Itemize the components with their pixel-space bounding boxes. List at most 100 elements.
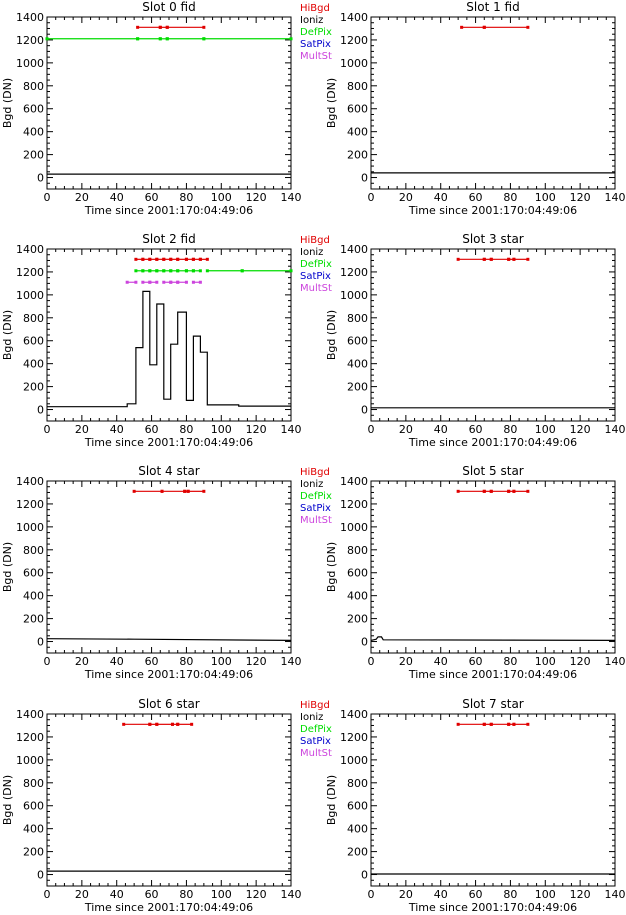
flag-marker-defpix <box>148 269 152 273</box>
flag-marker-hibgd <box>190 722 194 726</box>
legend-hibgd: HiBgd <box>300 467 330 478</box>
x-axis-label: Time since 2001:170:04:49:06 <box>408 204 577 217</box>
y-tick-label: 1000 <box>16 289 44 302</box>
y-tick-label: 800 <box>23 312 44 325</box>
flag-marker-hibgd <box>482 489 486 493</box>
y-tick-label: 600 <box>347 567 368 580</box>
y-tick-label: 1200 <box>16 498 44 511</box>
flag-marker-hibgd <box>482 25 486 29</box>
x-tick-label: 0 <box>368 888 375 901</box>
x-tick-label: 100 <box>211 655 232 668</box>
flag-marker-hibgd <box>456 257 460 261</box>
y-tick-label: 600 <box>347 103 368 116</box>
y-tick-label: 0 <box>361 404 368 417</box>
x-tick-label: 40 <box>110 191 124 204</box>
legend-hibgd: HiBgd <box>300 700 330 711</box>
flag-marker-hibgd <box>489 489 493 493</box>
x-tick-label: 140 <box>605 655 626 668</box>
flag-marker-hibgd <box>160 489 164 493</box>
background-series-line <box>47 290 291 408</box>
flag-marker-defpix <box>45 37 49 41</box>
plot-frame <box>46 480 292 654</box>
flag-marker-defpix <box>184 269 188 273</box>
flag-marker-hibgd <box>136 25 140 29</box>
flag-marker-multst <box>141 280 145 284</box>
y-axis-label: Bgd (DN) <box>325 310 338 360</box>
x-tick-label: 120 <box>570 423 591 436</box>
flag-marker-multst <box>134 280 138 284</box>
x-tick-label: 120 <box>246 888 267 901</box>
x-tick-label: 40 <box>434 423 448 436</box>
plot-frame <box>370 248 616 422</box>
flag-marker-hibgd <box>148 722 152 726</box>
flag-marker-hibgd <box>482 257 486 261</box>
x-tick-label: 100 <box>211 888 232 901</box>
x-tick-label: 40 <box>434 655 448 668</box>
background-series-line <box>370 636 616 641</box>
flag-marker-defpix <box>176 269 180 273</box>
y-tick-label: 0 <box>361 172 368 185</box>
legend-satpix: SatPix <box>300 503 331 514</box>
plot-frame <box>46 248 292 422</box>
y-tick-label: 600 <box>23 567 44 580</box>
y-axis-label: Bgd (DN) <box>1 78 14 128</box>
flag-marker-hibgd <box>526 257 530 261</box>
x-axis-label: Time since 2001:170:04:49:06 <box>84 901 253 914</box>
y-tick-label: 400 <box>23 590 44 603</box>
flag-marker-multst <box>155 280 159 284</box>
y-tick-label: 1200 <box>16 34 44 47</box>
y-tick-label: 0 <box>361 636 368 649</box>
flag-marker-hibgd <box>165 25 169 29</box>
y-tick-label: 1200 <box>340 266 368 279</box>
y-tick-label: 0 <box>37 172 44 185</box>
x-tick-label: 60 <box>469 888 483 901</box>
chart-title: Slot 4 star <box>138 464 200 478</box>
y-tick-label: 400 <box>23 358 44 371</box>
flag-marker-hibgd <box>507 489 511 493</box>
y-tick-label: 600 <box>347 800 368 813</box>
flag-marker-multst <box>184 280 188 284</box>
y-tick-label: 600 <box>23 103 44 116</box>
y-tick-label: 1000 <box>340 289 368 302</box>
y-tick-label: 400 <box>347 126 368 139</box>
flag-marker-defpix <box>202 37 206 41</box>
y-axis-label: Bgd (DN) <box>1 310 14 360</box>
y-tick-label: 1400 <box>16 475 44 488</box>
x-tick-label: 20 <box>75 655 89 668</box>
x-tick-label: 140 <box>281 423 302 436</box>
flag-marker-defpix <box>169 269 173 273</box>
y-tick-label: 1000 <box>16 754 44 767</box>
flag-marker-hibgd <box>155 722 159 726</box>
flag-marker-hibgd <box>122 722 126 726</box>
flag-marker-hibgd <box>155 257 159 261</box>
x-tick-label: 40 <box>110 655 124 668</box>
x-tick-label: 140 <box>605 191 626 204</box>
y-tick-label: 1000 <box>340 521 368 534</box>
flag-marker-hibgd <box>191 257 195 261</box>
flag-marker-multst <box>191 280 195 284</box>
x-tick-label: 20 <box>399 655 413 668</box>
y-tick-label: 1400 <box>340 475 368 488</box>
flag-marker-hibgd <box>482 722 486 726</box>
x-tick-label: 80 <box>503 655 517 668</box>
y-tick-label: 1400 <box>340 243 368 256</box>
chart-title: Slot 0 fid <box>142 0 195 14</box>
x-tick-label: 80 <box>179 655 193 668</box>
y-tick-label: 800 <box>23 544 44 557</box>
chart-title: Slot 2 fid <box>142 232 195 246</box>
flag-marker-hibgd <box>507 722 511 726</box>
legend-defpix: DefPix <box>300 27 332 38</box>
x-tick-label: 140 <box>605 423 626 436</box>
x-tick-label: 20 <box>399 191 413 204</box>
y-tick-label: 200 <box>23 613 44 626</box>
y-tick-label: 200 <box>347 613 368 626</box>
y-tick-label: 1200 <box>340 731 368 744</box>
flag-marker-hibgd <box>456 489 460 493</box>
x-tick-label: 20 <box>75 888 89 901</box>
flag-marker-multst <box>162 280 166 284</box>
y-tick-label: 0 <box>37 404 44 417</box>
x-tick-label: 80 <box>179 191 193 204</box>
y-tick-label: 0 <box>37 636 44 649</box>
legend-multst: MultSt <box>300 51 332 62</box>
